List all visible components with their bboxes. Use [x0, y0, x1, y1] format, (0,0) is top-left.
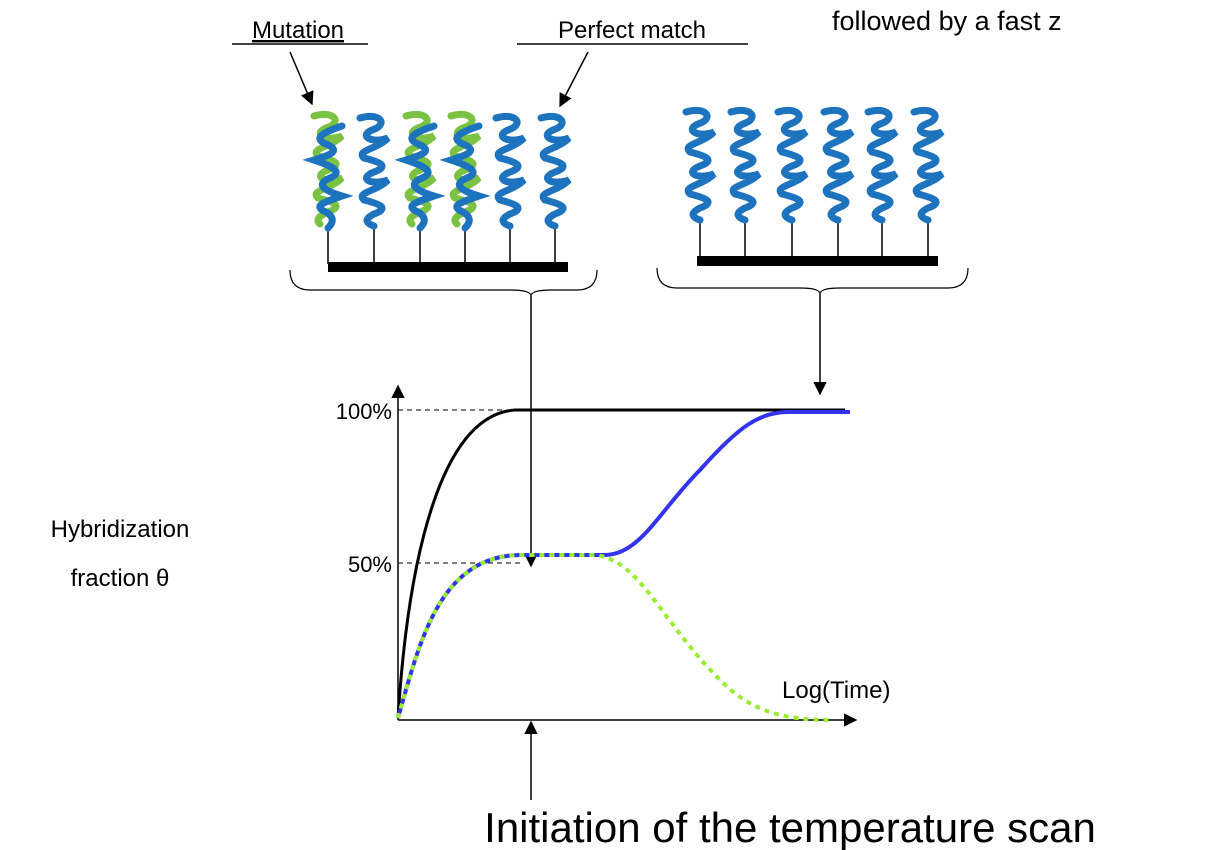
tick-label: 100% — [336, 399, 392, 424]
brace — [656, 267, 969, 295]
mutation-label: Mutation — [252, 17, 344, 44]
perfect-match-label: Perfect match — [558, 17, 706, 44]
arrow — [289, 51, 314, 106]
curve-mixed — [396, 410, 850, 719]
curve-perfect-match — [396, 408, 845, 719]
left-panel — [327, 225, 568, 272]
helix — [541, 116, 569, 226]
y-label: Hybridization — [51, 516, 190, 543]
curve-mutation — [396, 553, 833, 722]
helix — [778, 110, 806, 220]
helix — [314, 114, 342, 228]
x-label: Log(Time) — [782, 677, 890, 704]
arrow — [559, 51, 589, 108]
tick-label: 50% — [348, 552, 392, 577]
helix — [914, 110, 942, 220]
helix — [868, 110, 896, 220]
helix — [406, 114, 434, 228]
helix — [360, 116, 388, 226]
caption: Initiation of the temperature scan — [484, 804, 1096, 850]
helix — [496, 116, 524, 226]
helix — [686, 110, 714, 220]
helix — [451, 114, 479, 228]
top-note: followed by a fast z — [832, 6, 1062, 36]
brace — [289, 269, 598, 297]
helix — [731, 110, 759, 220]
helix — [824, 110, 852, 220]
y-label: fraction θ — [71, 565, 170, 592]
right-panel — [697, 220, 938, 266]
